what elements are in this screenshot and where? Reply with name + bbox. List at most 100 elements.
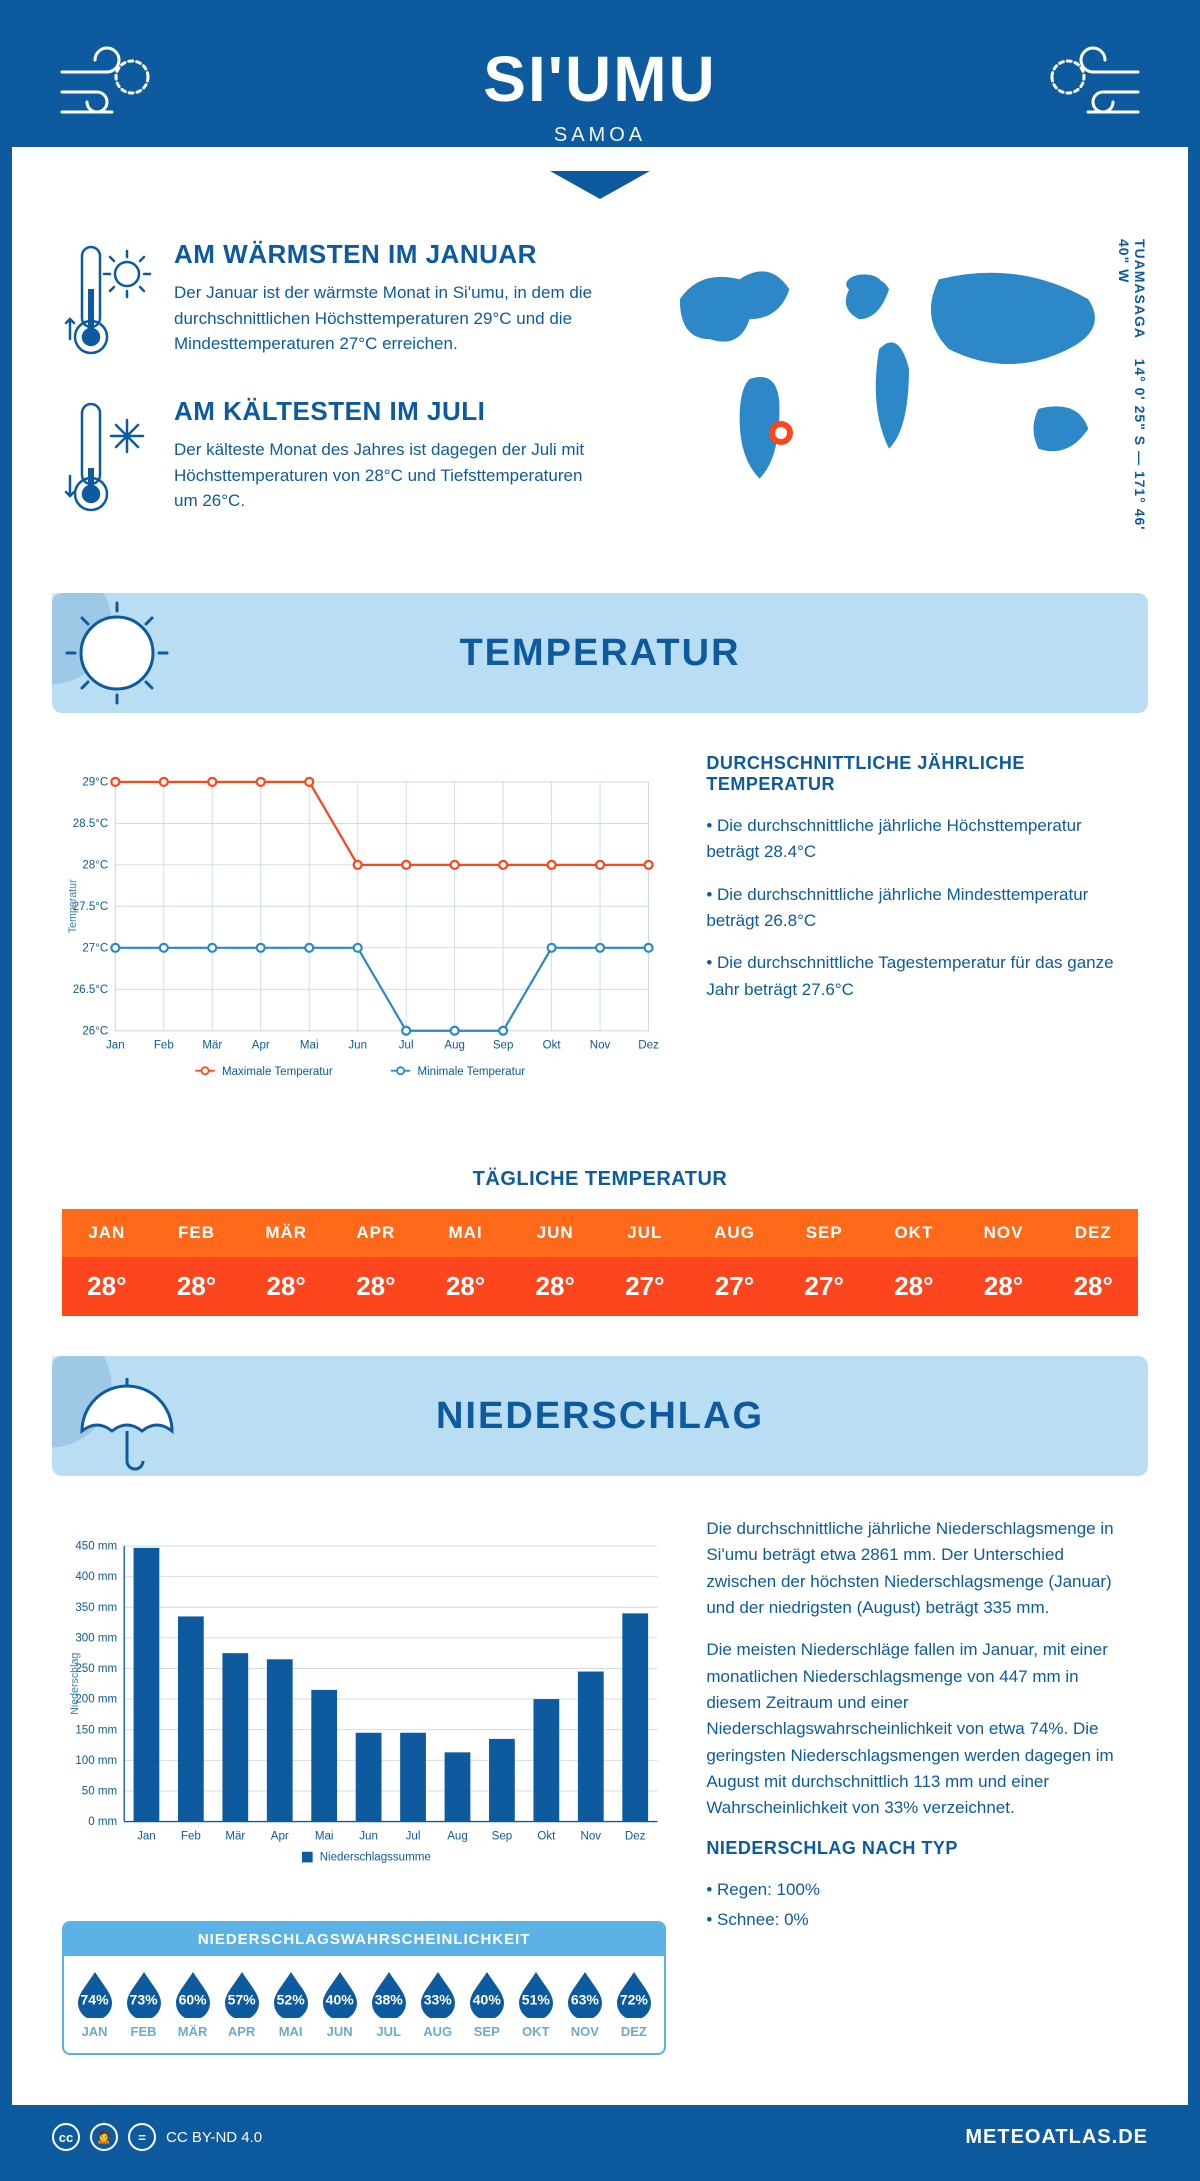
svg-text:Mär: Mär <box>225 1830 245 1842</box>
svg-text:Apr: Apr <box>252 1040 270 1052</box>
svg-text:Jan: Jan <box>137 1830 156 1842</box>
fact-coldest-text: Der kälteste Monat des Jahres ist dagege… <box>174 437 594 514</box>
raindrop-icon: 57% <box>219 1970 265 2018</box>
prob-cell: 72% DEZ <box>609 1970 658 2039</box>
svg-text:Dez: Dez <box>638 1040 659 1052</box>
svg-text:50 mm: 50 mm <box>82 1785 117 1797</box>
facts-column: AM WÄRMSTEN IM JANUAR Der Januar ist der… <box>62 239 610 553</box>
daily-month: JAN <box>62 1209 152 1257</box>
precip-title: NIEDERSCHLAG <box>436 1395 764 1438</box>
daily-value: 28° <box>869 1257 959 1316</box>
precip-column: 0 mm50 mm100 mm150 mm200 mm250 mm300 mm3… <box>62 1516 666 2055</box>
svg-text:Jun: Jun <box>359 1830 378 1842</box>
world-map: TUAMASAGA 14° 0' 25" S — 171° 46' 40" W <box>640 239 1138 553</box>
daily-month: APR <box>331 1209 421 1257</box>
raindrop-icon: 74% <box>72 1970 118 2018</box>
precip-summary-text: Die durchschnittliche jährliche Niedersc… <box>706 1516 1138 1621</box>
raindrop-icon: 51% <box>513 1970 559 2018</box>
daily-month: JUN <box>510 1209 600 1257</box>
daily-value: 27° <box>779 1257 869 1316</box>
umbrella-icon <box>52 1356 192 1481</box>
svg-text:Feb: Feb <box>181 1830 201 1842</box>
svg-text:Niederschlagssumme: Niederschlagssumme <box>320 1852 431 1864</box>
daily-month: AUG <box>690 1209 780 1257</box>
temp-summary-item: • Die durchschnittliche jährliche Höchst… <box>706 813 1138 866</box>
svg-text:Jan: Jan <box>106 1040 125 1052</box>
raindrop-icon: 60% <box>170 1970 216 2018</box>
daily-month: JUL <box>600 1209 690 1257</box>
svg-text:Nov: Nov <box>581 1830 602 1842</box>
daily-temperature-table: JANFEBMÄRAPRMAIJUNJULAUGSEPOKTNOVDEZ28°2… <box>62 1209 1138 1316</box>
daily-value: 27° <box>600 1257 690 1316</box>
daily-value: 28° <box>421 1257 511 1316</box>
svg-text:29°C: 29°C <box>82 776 108 788</box>
daily-value: 28° <box>241 1257 331 1316</box>
temperature-title: TEMPERATUR <box>459 632 740 675</box>
svg-text:26°C: 26°C <box>82 1025 108 1037</box>
svg-text:250 mm: 250 mm <box>75 1663 117 1675</box>
raindrop-icon: 73% <box>121 1970 167 2018</box>
prob-cell: 52% MAI <box>266 1970 315 2039</box>
temperature-line-chart: 26°C26.5°C27°C27.5°C28°C28.5°C29°CJanFeb… <box>62 753 666 1118</box>
svg-text:Aug: Aug <box>444 1040 465 1052</box>
intro-row: AM WÄRMSTEN IM JANUAR Der Januar ist der… <box>12 199 1188 583</box>
infographic-frame: SI'UMU SAMOA AM WÄRMSTEN IM JANUAR Der J… <box>0 0 1200 2181</box>
prob-cell: 60% MÄR <box>168 1970 217 2039</box>
svg-text:350 mm: 350 mm <box>75 1602 117 1614</box>
svg-text:Jun: Jun <box>348 1040 367 1052</box>
temperature-summary: DURCHSCHNITTLICHE JÄHRLICHE TEMPERATUR •… <box>706 753 1138 1118</box>
by-icon: 🙍 <box>90 2123 118 2151</box>
fact-warmest: AM WÄRMSTEN IM JANUAR Der Januar ist der… <box>62 239 610 364</box>
coordinates-label: TUAMASAGA 14° 0' 25" S — 171° 46' 40" W <box>1116 239 1148 553</box>
precip-probability-box: NIEDERSCHLAGSWAHRSCHEINLICHKEIT 74% JAN … <box>62 1921 666 2055</box>
prob-cell: 33% AUG <box>413 1970 462 2039</box>
fact-coldest: AM KÄLTESTEN IM JULI Der kälteste Monat … <box>62 396 610 521</box>
svg-text:Jul: Jul <box>406 1830 421 1842</box>
prob-title: NIEDERSCHLAGSWAHRSCHEINLICHKEIT <box>64 1923 664 1956</box>
svg-text:Niederschlag: Niederschlag <box>69 1653 81 1715</box>
svg-text:150 mm: 150 mm <box>75 1724 117 1736</box>
license-text: CC BY-ND 4.0 <box>166 2129 262 2146</box>
temp-summary-item: • Die durchschnittliche Tagestemperatur … <box>706 950 1138 1003</box>
prob-cell: 40% SEP <box>462 1970 511 2039</box>
svg-text:26.5°C: 26.5°C <box>73 984 108 996</box>
svg-text:Apr: Apr <box>271 1830 289 1842</box>
svg-text:Mär: Mär <box>202 1040 222 1052</box>
precip-summary: Die durchschnittliche jährliche Niedersc… <box>706 1516 1138 2055</box>
thermometer-cold-icon <box>62 396 152 521</box>
temp-summary-item: • Die durchschnittliche jährliche Mindes… <box>706 882 1138 935</box>
header-chevron <box>550 171 650 199</box>
daily-month: MÄR <box>241 1209 331 1257</box>
daily-value: 28° <box>1048 1257 1138 1316</box>
precip-type-item: • Regen: 100% <box>706 1877 1138 1903</box>
daily-value: 28° <box>152 1257 242 1316</box>
license: cc 🙍 = CC BY-ND 4.0 <box>52 2123 262 2151</box>
svg-text:Maximale Temperatur: Maximale Temperatur <box>222 1066 333 1078</box>
daily-month: NOV <box>959 1209 1049 1257</box>
daily-temp-title: TÄGLICHE TEMPERATUR <box>12 1168 1188 1191</box>
svg-text:400 mm: 400 mm <box>75 1571 117 1583</box>
svg-text:450 mm: 450 mm <box>75 1541 117 1553</box>
raindrop-icon: 38% <box>366 1970 412 2018</box>
prob-cell: 40% JUN <box>315 1970 364 2039</box>
daily-value: 28° <box>510 1257 600 1316</box>
header: SI'UMU SAMOA <box>12 12 1188 147</box>
raindrop-icon: 63% <box>562 1970 608 2018</box>
daily-value: 28° <box>331 1257 421 1316</box>
daily-value: 27° <box>690 1257 780 1316</box>
precip-banner: NIEDERSCHLAG <box>52 1356 1148 1476</box>
daily-month: FEB <box>152 1209 242 1257</box>
wind-icon <box>1028 42 1148 137</box>
prob-cell: 74% JAN <box>70 1970 119 2039</box>
fact-coldest-title: AM KÄLTESTEN IM JULI <box>174 396 594 427</box>
svg-text:Sep: Sep <box>492 1830 513 1842</box>
svg-text:28°C: 28°C <box>82 859 108 871</box>
svg-text:Feb: Feb <box>154 1040 174 1052</box>
raindrop-icon: 33% <box>415 1970 461 2018</box>
precip-summary-text: Die meisten Niederschläge fallen im Janu… <box>706 1637 1138 1821</box>
page-subtitle: SAMOA <box>52 124 1148 147</box>
svg-text:Okt: Okt <box>543 1040 562 1052</box>
precip-bar-chart: 0 mm50 mm100 mm150 mm200 mm250 mm300 mm3… <box>62 1516 666 1896</box>
daily-value: 28° <box>62 1257 152 1316</box>
raindrop-icon: 52% <box>268 1970 314 2018</box>
